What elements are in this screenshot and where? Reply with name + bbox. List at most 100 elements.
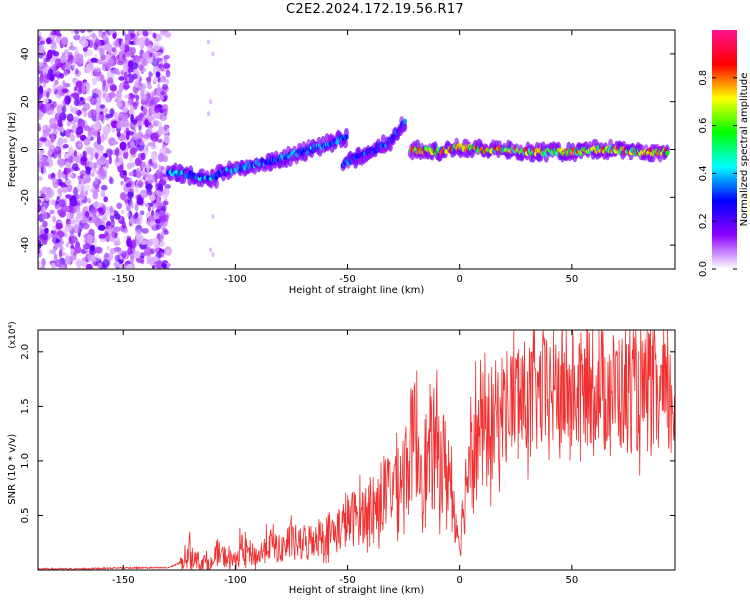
noise-speckle — [108, 91, 116, 99]
noise-speckle — [46, 91, 50, 99]
noise-speckle — [38, 44, 45, 55]
noise-speckle — [126, 131, 134, 136]
noise-speckle — [65, 167, 71, 174]
noise-speckle — [100, 184, 108, 191]
noise-speckle — [65, 255, 72, 265]
noise-speckle — [88, 157, 93, 164]
noise-speckle — [121, 221, 126, 230]
noise-speckle — [38, 91, 42, 101]
noise-speckle — [56, 188, 63, 195]
noise-speckle — [75, 53, 84, 62]
noise-speckle — [103, 196, 108, 203]
noise-speckle — [165, 79, 169, 85]
noise-speckle — [76, 126, 84, 135]
noise-speckle — [118, 76, 125, 81]
noise-speckle — [158, 209, 165, 217]
noise-speckle — [128, 98, 132, 107]
noise-speckle — [117, 250, 125, 255]
snr-panel: -150 -100 -50 0 50 0.5 1.0 1.5 2.0 Height of stra… — [7, 321, 676, 596]
noise-speckle — [155, 203, 163, 210]
noise-speckle — [38, 110, 43, 121]
noise-speckle — [154, 51, 158, 59]
noise-speckle — [62, 144, 69, 149]
noise-speckle — [95, 215, 100, 224]
noise-speckle — [111, 47, 116, 53]
noise-speckle — [124, 94, 131, 99]
noise-speckle — [74, 245, 82, 254]
noise-speckle — [39, 238, 44, 244]
colorbar-label: Normalized spectral amplitude — [739, 73, 750, 227]
snr-background — [38, 330, 675, 570]
noise-speckle — [42, 129, 50, 137]
noise-speckle — [156, 51, 163, 56]
noise-speckle — [65, 159, 72, 169]
noise-speckle — [87, 130, 93, 137]
noise-speckle — [93, 162, 98, 169]
noise-speckle — [111, 231, 116, 238]
noise-speckle — [163, 176, 169, 181]
noise-speckle — [120, 209, 125, 214]
noise-speckle — [57, 137, 64, 146]
noise-speckle — [152, 32, 157, 39]
noise-speckle — [116, 202, 123, 209]
noise-speckle — [85, 263, 93, 269]
y-tick-label: 2.0 — [20, 344, 31, 360]
noise-speckle — [47, 150, 52, 158]
noise-speckle — [98, 233, 107, 240]
noise-speckle — [156, 189, 163, 199]
stray-speck — [206, 39, 210, 45]
x-axis-label: Height of straight line (km) — [289, 585, 425, 596]
noise-speckle — [152, 138, 156, 148]
noise-speckle — [146, 164, 150, 173]
noise-speckle — [106, 70, 115, 80]
noise-speckle — [164, 32, 172, 38]
noise-speckle — [145, 183, 153, 190]
noise-speckle — [162, 201, 169, 206]
noise-speckle — [99, 170, 106, 176]
noise-speckle — [142, 30, 148, 35]
y-tick-label: 40 — [20, 48, 31, 61]
noise-speckle — [116, 131, 121, 138]
x-tick-label: -100 — [224, 575, 247, 586]
noise-speckle — [141, 192, 146, 198]
noise-speckle — [57, 209, 61, 215]
noise-speckle — [154, 104, 161, 114]
noise-speckle — [91, 128, 98, 139]
noise-speckle — [104, 30, 109, 33]
noise-speckle — [161, 30, 170, 33]
noise-speckle — [50, 41, 57, 52]
noise-speckle — [63, 233, 68, 238]
noise-speckle — [102, 34, 108, 40]
noise-speckle — [63, 153, 69, 159]
noise-speckle — [129, 147, 136, 155]
noise-speckle — [101, 64, 108, 72]
noise-speckle — [93, 42, 99, 51]
noise-speckle — [116, 70, 121, 76]
noise-speckle — [122, 150, 129, 160]
noise-speckle — [131, 136, 139, 141]
noise-speckle — [107, 58, 114, 65]
noise-speckle — [99, 238, 107, 243]
chart-title: C2E2.2024.172.19.56.R17 — [286, 2, 464, 17]
x-tick-label: -50 — [339, 575, 355, 586]
noise-speckle — [94, 177, 98, 186]
noise-speckle — [118, 156, 124, 165]
noise-speckle — [62, 138, 68, 144]
noise-speckle — [94, 246, 100, 254]
noise-speckle — [41, 210, 48, 220]
x-tick-label: -100 — [224, 274, 247, 285]
noise-speckle — [54, 204, 60, 210]
noise-speckle — [53, 253, 58, 261]
noise-speckle — [52, 230, 58, 241]
noise-speckle — [65, 194, 72, 199]
noise-speckle — [65, 242, 70, 248]
noise-speckle — [119, 51, 123, 61]
noise-speckle — [147, 84, 153, 90]
noise-speckle — [95, 89, 103, 96]
noise-speckle — [128, 109, 135, 115]
noise-speckle — [58, 249, 63, 258]
noise-speckle — [142, 106, 148, 115]
noise-speckle — [56, 85, 64, 91]
noise-speckle — [42, 220, 48, 228]
